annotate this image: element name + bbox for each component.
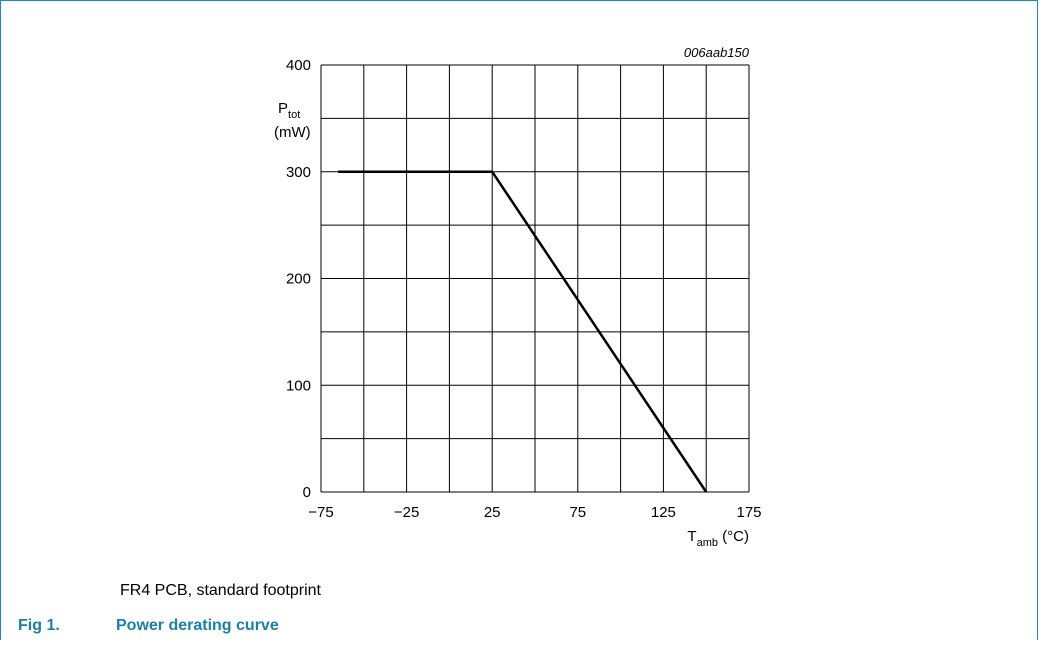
figure-number: Fig 1. (18, 617, 60, 634)
y-tick-label: 0 (303, 484, 311, 501)
figure-title: Power derating curve (116, 617, 279, 634)
page-frame (0, 0, 1038, 640)
figure-caption: Fig 1. Power derating curve (18, 617, 279, 635)
chart-note: FR4 PCB, standard footprint (120, 582, 321, 599)
y-axis-label: Ptot (278, 100, 300, 121)
y-axis-unit: (mW) (274, 124, 311, 141)
figure-code: 006aab150 (684, 45, 750, 60)
x-tick-label: −25 (394, 504, 419, 521)
y-tick-label: 100 (286, 377, 311, 394)
x-tick-label: −75 (308, 504, 333, 521)
x-tick-label: 125 (651, 504, 676, 521)
derating-curve-line (338, 170, 708, 493)
x-axis-label: Tamb (°C) (687, 528, 749, 549)
x-tick-label: 175 (736, 504, 761, 521)
x-tick-label: 75 (569, 504, 586, 521)
x-tick-label: 25 (484, 504, 501, 521)
y-tick-label: 200 (286, 271, 311, 288)
y-tick-label: 300 (286, 164, 311, 181)
y-tick-label: 400 (286, 57, 311, 74)
